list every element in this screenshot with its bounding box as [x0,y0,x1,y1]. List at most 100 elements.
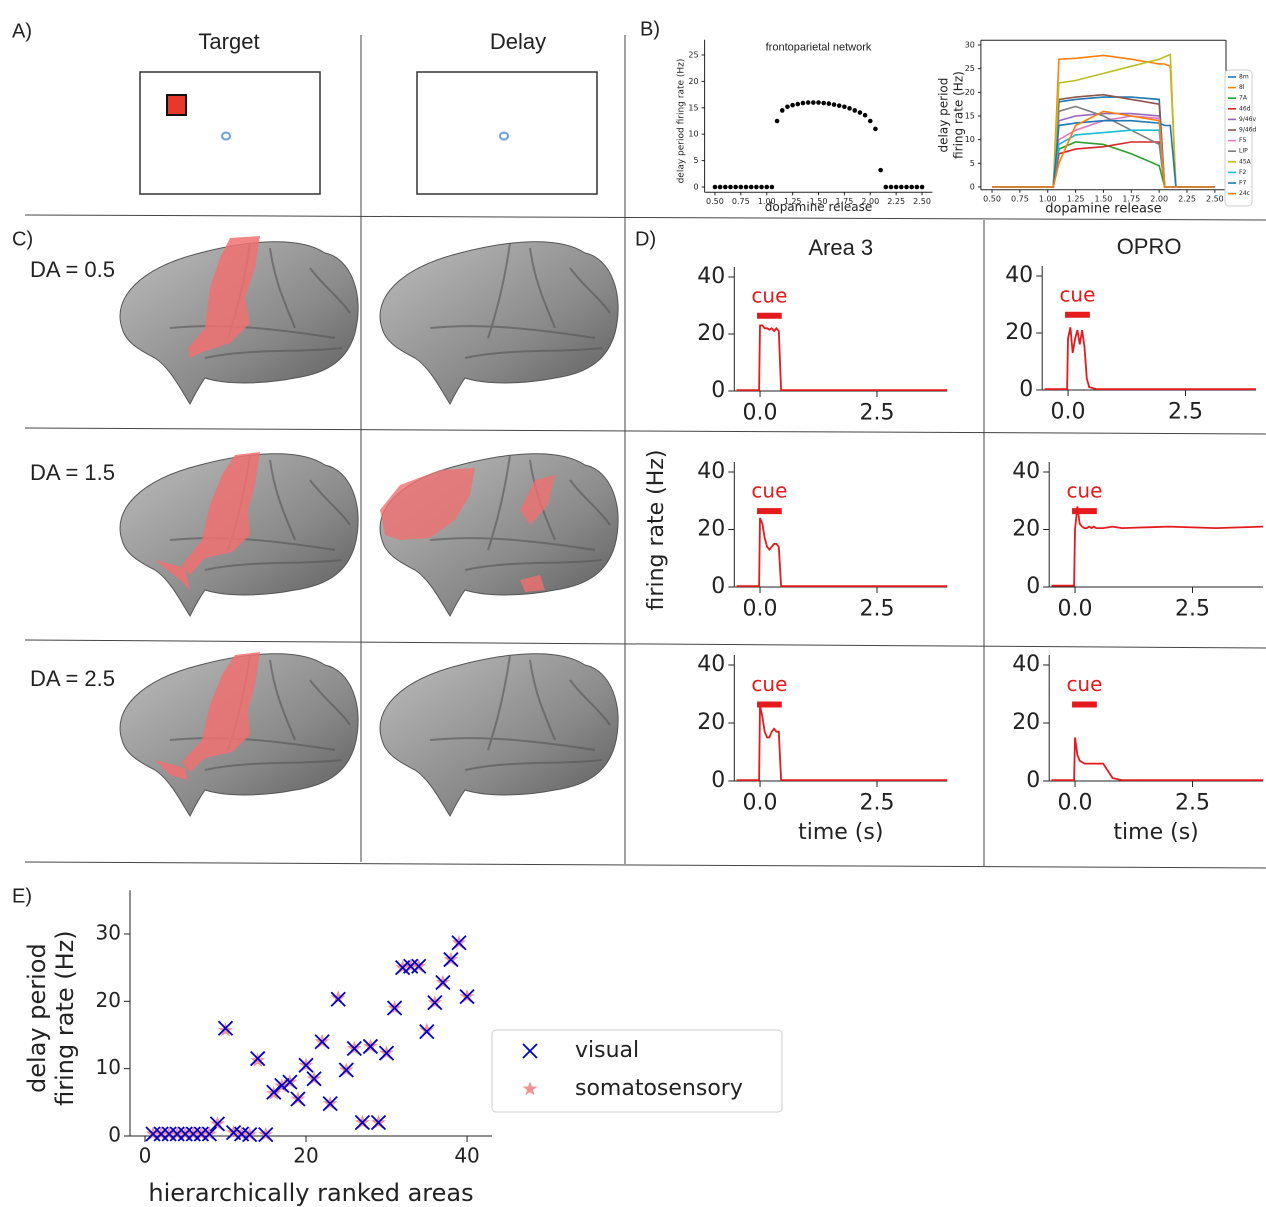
cue-label: cue [1066,672,1102,696]
y-tick-label: 20 [965,88,975,97]
chart-title: Area 3 [808,235,873,260]
x-tick-label: 2.5 [1175,597,1210,622]
x-tick-label: 0 [139,1144,152,1168]
x-tick-label: 0.75 [732,197,750,206]
line [737,706,948,781]
legend-label: somatosensory [575,1076,743,1101]
y-tick-label: 20 [688,77,698,86]
brain-map [120,452,358,616]
y-tick-label: 40 [697,459,725,484]
line [1052,738,1264,781]
x-axis-label: dopamine release [765,200,873,214]
line [737,325,948,390]
x-axis-label: time (s) [798,820,883,845]
y-tick-label: 30 [965,41,975,50]
task-screen [140,72,597,194]
x-tick-label: 0.0 [743,791,778,816]
x-tick-label: 0.0 [1058,791,1093,816]
dot [832,102,837,107]
figure: A) B) C) D) E) Target Delay DA = 0.5 DA … [0,0,1266,1207]
y-tick-label: 20 [1005,320,1033,345]
y-axis-label: delay period firing rate (Hz) [677,59,687,184]
cue-label: cue [1059,282,1095,306]
y-tick-label: 0 [711,768,725,793]
dot [718,185,723,190]
x-tick-label: 0.50 [983,194,1001,203]
dot [847,106,852,111]
dot [904,185,909,190]
panel-label: D) [635,228,656,250]
y-tick-label: 40 [697,652,725,677]
y-axis-label: firing rate (Hz) [644,450,669,611]
legend-label: 24c [1239,190,1250,197]
y-tick-label: 25 [688,50,698,59]
dot [744,185,749,190]
dot [884,185,889,190]
legend-label: F2 [1239,169,1246,176]
line [992,116,1215,187]
x-axis-label: time (s) [1113,820,1198,845]
y-tick-label: 30 [96,920,121,944]
y-tick-label: 10 [688,130,698,139]
dot [780,108,785,113]
y-tick-label: 40 [1012,652,1040,677]
x-tick-label: 2.25 [1178,194,1196,203]
y-tick-label: 15 [688,103,698,112]
da-label: DA = 0.5 [30,257,115,282]
y-tick-label: 15 [965,111,975,120]
column-title: Delay [490,29,546,54]
da-label: DA = 1.5 [30,460,115,485]
brain-map [120,652,358,816]
dot [827,101,832,106]
line [992,130,1215,187]
legend-label: 45A [1239,158,1252,165]
brain-map [380,242,618,404]
dot [770,185,775,190]
legend-label: 7A [1239,95,1248,102]
dot [764,185,769,190]
x-tick-label: 0.0 [743,401,778,426]
legend-label: 46d [1239,105,1251,112]
dot [785,104,790,109]
x-tick-label: 0.0 [1051,400,1086,425]
dot [863,113,868,118]
legend-label: LIP [1239,148,1248,155]
line [992,111,1215,187]
y-tick-label: 20 [1012,517,1040,542]
dot [915,185,920,190]
cue-label: cue [751,479,787,503]
brain-map [380,454,618,616]
legend-label: F5 [1239,137,1246,144]
dot [801,101,806,106]
y-axis-label: firing rate (Hz) [952,71,966,159]
x-tick-label: 2.5 [860,401,895,426]
y-tick-label: 0 [970,182,975,191]
plots: 0.500.751.001.251.501.752.002.252.500510… [23,40,1263,1207]
y-tick-label: 0 [694,183,699,192]
brain-map [380,654,618,816]
dot [795,102,800,107]
y-tick-label: 40 [1012,459,1040,484]
y-tick-label: 5 [694,156,699,165]
chart-title: OPRO [1117,234,1182,259]
x-tick-label: 2.5 [860,791,895,816]
dot [806,100,811,105]
da-label: DA = 2.5 [30,666,115,691]
line [992,95,1215,187]
line [992,121,1215,187]
x-tick-label: 2.5 [1175,791,1210,816]
dot [728,185,733,190]
dot [878,168,883,173]
dot [775,119,780,124]
line [992,142,1215,187]
dot [852,108,857,113]
panel-label: B) [640,18,660,40]
x-axis-label: hierarchically ranked areas [148,1179,473,1207]
y-axis-label: delay period [23,943,51,1093]
brain-map [120,236,358,404]
dot [858,110,863,115]
column-title: Target [198,29,259,54]
y-tick-label: 20 [697,710,725,735]
legend-label: F7 [1239,180,1246,187]
dot [759,185,764,190]
